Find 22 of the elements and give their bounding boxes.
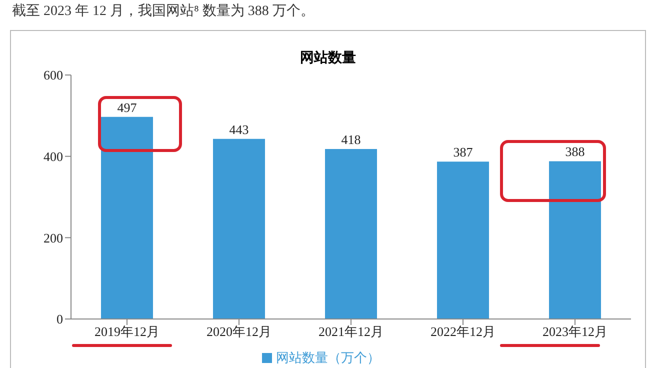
data-label: 387 — [453, 144, 474, 160]
y-tick-label: 400 — [44, 148, 63, 164]
data-label: 388 — [565, 144, 585, 160]
chart-title: 网站数量 — [299, 49, 357, 67]
x-tick-label: 2022年12月 — [430, 324, 496, 340]
data-label: 418 — [341, 132, 361, 148]
text: 截至 2023 年 12 月，我国网站⁸ 数量为 388 万个。 — [12, 2, 314, 20]
bar — [549, 161, 601, 319]
bar — [213, 138, 265, 319]
y-tick-label: 600 — [44, 68, 63, 83]
legend-label: 网站数量（万个） — [276, 351, 380, 366]
x-tick-label: 2019年12月 — [94, 324, 160, 340]
data-label: 443 — [229, 122, 249, 137]
y-tick-label: 0 — [56, 312, 63, 327]
y-tick-label: 200 — [44, 230, 63, 246]
x-tick-label: 2021年12月 — [318, 324, 384, 340]
x-tick-label: 2023年12月 — [542, 324, 608, 340]
bar — [437, 162, 489, 319]
data-label: 497 — [117, 100, 138, 115]
x-tick-label: 2020年12月 — [206, 324, 272, 340]
bar — [325, 149, 377, 319]
bar — [101, 116, 153, 319]
